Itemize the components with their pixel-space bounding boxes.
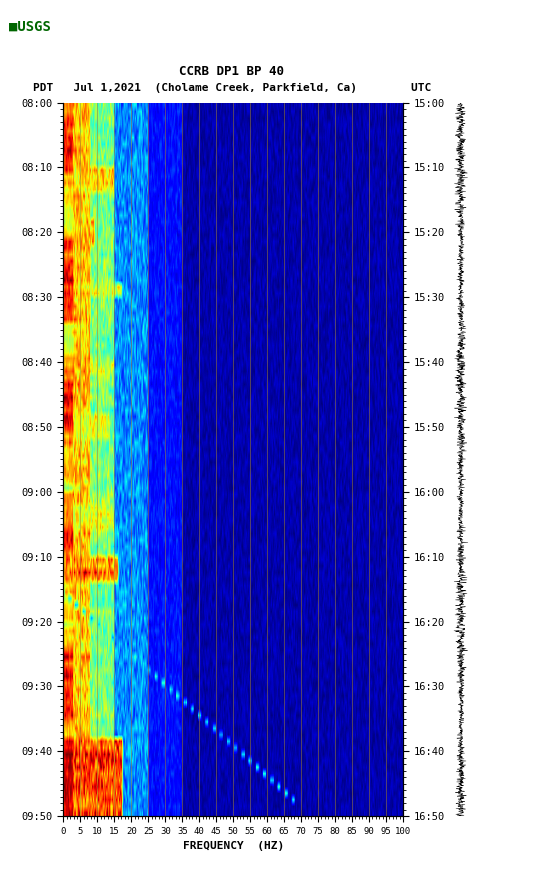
X-axis label: FREQUENCY  (HZ): FREQUENCY (HZ): [183, 841, 284, 851]
Text: PDT   Jul 1,2021  (Cholame Creek, Parkfield, Ca)        UTC: PDT Jul 1,2021 (Cholame Creek, Parkfield…: [33, 83, 431, 93]
Text: ■USGS: ■USGS: [9, 20, 51, 34]
Text: CCRB DP1 BP 40: CCRB DP1 BP 40: [179, 65, 284, 78]
